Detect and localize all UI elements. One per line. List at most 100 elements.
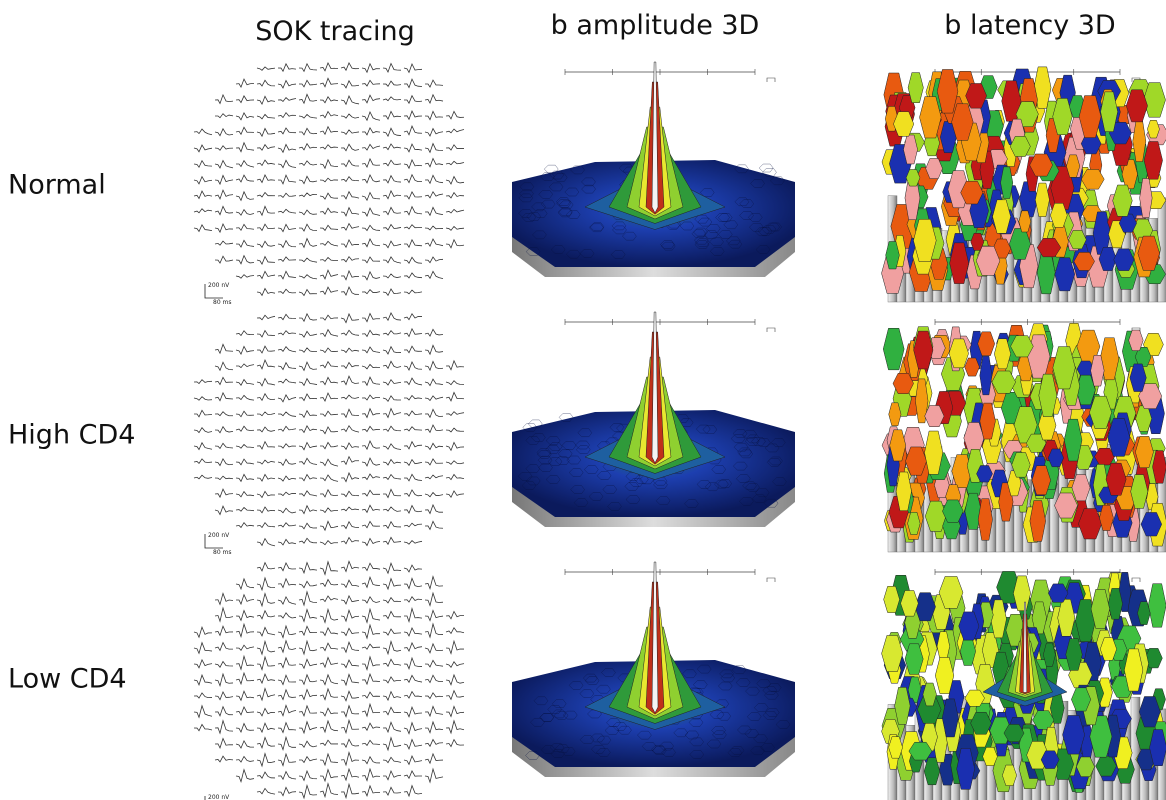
trace: [383, 289, 401, 295]
trace: [446, 706, 464, 716]
trace: [257, 145, 275, 151]
trace: [278, 563, 296, 571]
trace: [404, 79, 422, 87]
trace: [278, 579, 296, 588]
trace: [446, 209, 464, 213]
trace: [299, 362, 317, 370]
trace: [215, 175, 233, 184]
trace: [320, 208, 338, 214]
trace: [257, 114, 275, 118]
trace: [320, 315, 338, 320]
trace: [257, 641, 275, 654]
trace: [425, 505, 443, 514]
trace: [425, 706, 443, 716]
trace: [341, 362, 359, 368]
trace: [215, 377, 233, 384]
trace: [236, 346, 254, 354]
trace: [362, 159, 380, 167]
trace: [320, 270, 338, 279]
trace: [341, 130, 359, 134]
trace: [383, 563, 401, 573]
trace: [278, 289, 296, 293]
trace: [362, 441, 380, 449]
trace: [383, 771, 401, 780]
trace: [320, 442, 338, 448]
trace: [299, 411, 317, 418]
trace: [278, 379, 296, 383]
trace: [341, 706, 359, 717]
trace: [299, 144, 317, 150]
trace: [320, 580, 338, 587]
trace: [299, 314, 317, 321]
trace: [383, 361, 401, 368]
trace: [278, 641, 296, 652]
trace: [236, 741, 254, 748]
trace: [362, 538, 380, 545]
trace: [236, 256, 254, 264]
trace: [278, 444, 296, 448]
trace: [362, 257, 380, 263]
trace: [257, 346, 275, 353]
trace: [362, 692, 380, 698]
trace: [383, 274, 401, 278]
trace: [320, 178, 338, 182]
trace: [383, 629, 401, 635]
trace: [299, 523, 317, 529]
trace: [257, 331, 275, 337]
trace: [236, 192, 254, 201]
trace: [362, 597, 380, 603]
trace: [257, 611, 275, 619]
trace: [194, 225, 212, 232]
trace: [278, 224, 296, 231]
trace: [278, 175, 296, 184]
trace: [257, 427, 275, 432]
trace: [278, 81, 296, 88]
trace: [341, 739, 359, 747]
trace: [236, 113, 254, 120]
trace: [362, 112, 380, 120]
trace: [194, 177, 212, 184]
trace: [257, 772, 275, 778]
trace: [299, 114, 317, 118]
trace: [320, 628, 338, 636]
trace: [341, 769, 359, 780]
trace: [404, 739, 422, 748]
trace: [404, 786, 422, 796]
trace: [341, 610, 359, 621]
trace: [425, 379, 443, 386]
trace: [278, 347, 296, 352]
trace: [299, 641, 317, 654]
trace: [383, 426, 401, 431]
trace: [236, 691, 254, 700]
trace: [446, 428, 464, 432]
trace: [257, 491, 275, 497]
trace: [404, 460, 422, 466]
trace: [383, 787, 401, 795]
trace: [299, 659, 317, 668]
trace: [362, 364, 380, 368]
trace: [257, 289, 275, 296]
trace: [194, 191, 212, 198]
trace: [257, 657, 275, 670]
trace: [236, 426, 254, 431]
trace: [425, 257, 443, 263]
trace: [383, 64, 401, 73]
trace: [425, 129, 443, 136]
trace: [425, 361, 443, 370]
trace: [404, 362, 422, 370]
trace: [341, 348, 359, 352]
trace: [215, 756, 233, 762]
trace: [299, 491, 317, 496]
trace: [299, 475, 317, 481]
trace: [425, 329, 443, 336]
trace: [404, 395, 422, 399]
trace: [404, 126, 422, 135]
trace: [362, 290, 380, 294]
trace: [257, 754, 275, 767]
trace: [383, 692, 401, 701]
trace: [341, 561, 359, 571]
trace: [299, 94, 317, 103]
trace: [446, 193, 464, 198]
latency-cell: [1148, 584, 1166, 628]
trace: [278, 128, 296, 134]
